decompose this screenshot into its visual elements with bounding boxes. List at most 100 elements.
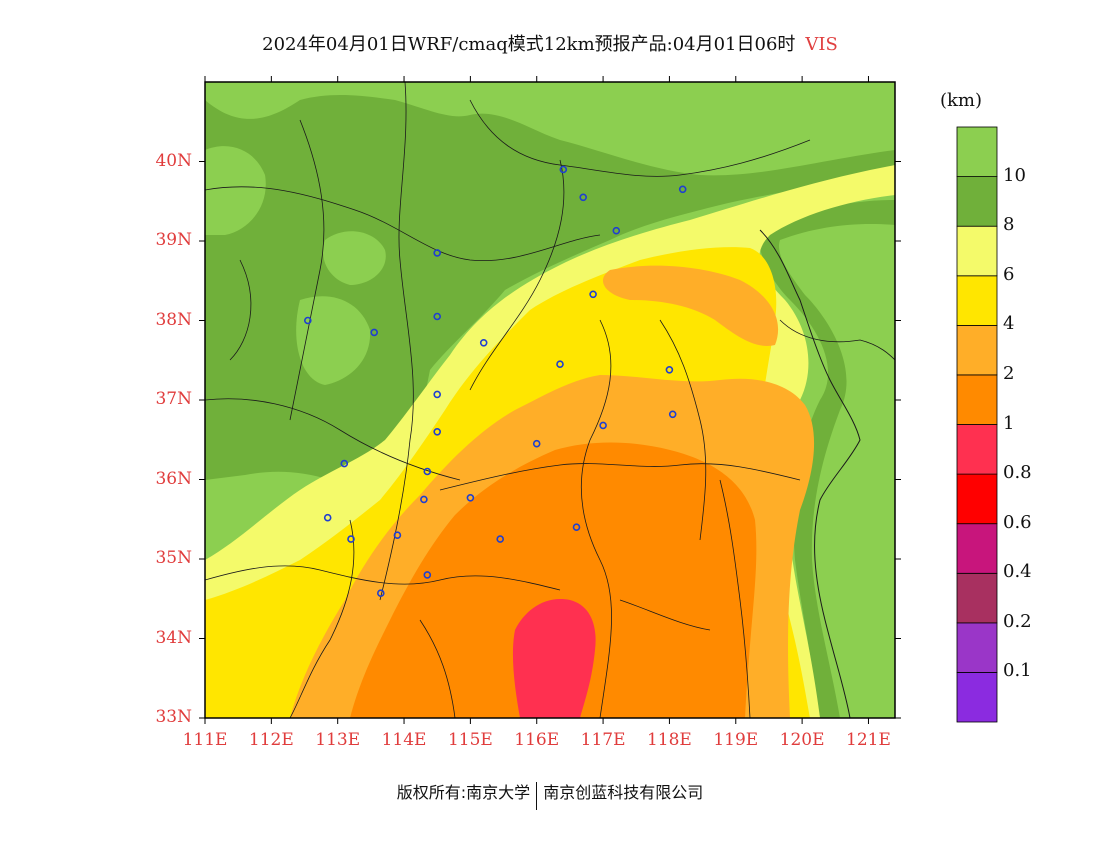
border-line [379, 82, 414, 601]
colorbar-segment [956, 324, 998, 376]
city-marker [579, 193, 588, 202]
map-field [205, 82, 895, 718]
lon-label: 111E [182, 730, 228, 750]
border-line [619, 599, 711, 631]
lon-label: 112E [248, 730, 294, 750]
city-marker [466, 493, 475, 502]
colorbar-segment [956, 275, 998, 326]
city-marker [393, 531, 402, 540]
city-marker [665, 365, 674, 374]
colorbar-label: 10 [1003, 164, 1026, 186]
colorbar-segment [956, 473, 998, 525]
city-marker [668, 410, 677, 419]
border-line [205, 186, 601, 262]
border-line [469, 99, 811, 177]
colorbar-label: 4 [1003, 313, 1015, 335]
colorbar-label: 0.8 [1003, 462, 1032, 484]
lat-label: 35N [155, 548, 192, 568]
lon-label: 119E [713, 730, 759, 750]
city-marker [323, 513, 332, 522]
border-line [779, 319, 895, 361]
lat-label: 40N [155, 150, 192, 171]
city-marker [303, 316, 312, 325]
city-marker [340, 459, 349, 468]
border-line [439, 463, 801, 491]
city-markers [303, 165, 687, 598]
colorbar-segment [956, 126, 998, 177]
footer-company: 南京创蓝科技有限公司 [543, 783, 704, 802]
border-line [205, 398, 461, 481]
city-marker [420, 495, 428, 504]
city-marker [433, 390, 442, 399]
city-marker [433, 312, 442, 321]
city-marker [423, 571, 432, 579]
colorbar-unit: (km) [940, 90, 983, 111]
lon-label: 116E [514, 730, 560, 750]
colorbar-label: 0.1 [1003, 660, 1032, 682]
lon-label: 113E [315, 730, 361, 750]
lon-label: 121E [846, 730, 891, 750]
field-band-08 [512, 599, 596, 718]
colorbar-segment [956, 622, 998, 673]
city-marker [532, 439, 541, 448]
title-text: 2024年04月01日WRF/cmaq模式12km预报产品:04月01日06时 [262, 34, 796, 55]
colorbar-segment [956, 176, 998, 227]
colorbar-label: 0.2 [1003, 610, 1032, 632]
colorbar-label: 6 [1003, 263, 1015, 285]
axis-ticks [199, 76, 901, 724]
colorbar-label: 2 [1003, 362, 1015, 384]
border-line [419, 619, 456, 718]
lon-label: 117E [580, 730, 626, 750]
field-patch-10c [205, 146, 266, 235]
colorbar-segment [956, 672, 998, 723]
border-line [659, 319, 707, 541]
colorbar-segment [956, 424, 998, 475]
colorbar-segment [956, 572, 998, 624]
lat-label: 37N [155, 389, 192, 409]
border-line [469, 159, 565, 391]
colorbar-label: 1 [1003, 412, 1015, 434]
lat-label: 36N [155, 468, 192, 489]
colorbar-segment [956, 523, 998, 574]
footer: 版权所有:南京大学 南京创蓝科技有限公司 [0, 779, 1100, 810]
city-marker [572, 523, 581, 532]
colorbar-label: 0.4 [1003, 561, 1032, 583]
lon-label: 120E [779, 730, 825, 750]
lat-label: 38N [155, 309, 192, 330]
field-patch-10b [296, 296, 371, 385]
footer-separator [536, 781, 538, 810]
city-marker [433, 249, 442, 257]
city-marker [376, 589, 385, 598]
city-marker [370, 328, 379, 337]
field-band-8 [205, 95, 895, 504]
colorbar-segment [956, 225, 998, 277]
lon-label: 114E [381, 730, 427, 750]
city-marker [559, 165, 568, 174]
city-marker [433, 427, 442, 436]
lat-label: 34N [155, 627, 192, 648]
border-line [229, 259, 252, 361]
field-east-green-light [779, 223, 895, 718]
field-band-1 [350, 442, 757, 718]
lon-label: 118E [646, 730, 692, 750]
field-band-2-north [602, 265, 779, 346]
colorbar-label: 0.6 [1003, 511, 1032, 533]
city-marker [589, 290, 597, 299]
chart-title: 2024年04月01日WRF/cmaq模式12km预报产品:04月01日06时 V… [0, 30, 1100, 56]
border-line [580, 319, 612, 718]
field-patch-10a [322, 231, 386, 285]
admin-borders [205, 82, 895, 718]
border-line [289, 519, 355, 718]
coastline [759, 229, 861, 718]
city-marker [612, 226, 621, 235]
city-marker [678, 185, 687, 194]
colorbar-segment [956, 374, 998, 425]
border-line [289, 119, 325, 421]
border-line [205, 565, 561, 591]
lat-label: 33N [155, 707, 192, 727]
lat-label: 39N [155, 230, 192, 250]
city-marker [347, 535, 355, 543]
colorbar-label: 8 [1003, 214, 1015, 236]
lon-label: 115E [447, 730, 493, 750]
